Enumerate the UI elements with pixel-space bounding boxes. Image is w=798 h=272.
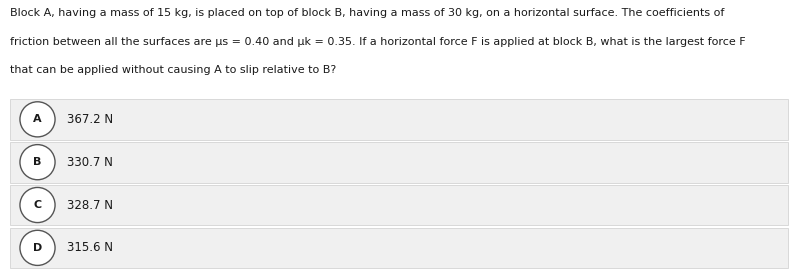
Text: D: D bbox=[33, 243, 42, 253]
Text: 330.7 N: 330.7 N bbox=[67, 156, 113, 169]
Text: B: B bbox=[34, 157, 41, 167]
Text: Block A, having a mass of 15 kg, is placed on top of block B, having a mass of 3: Block A, having a mass of 15 kg, is plac… bbox=[10, 8, 724, 18]
Text: 315.6 N: 315.6 N bbox=[67, 241, 113, 254]
Text: that can be applied without causing A to slip relative to B?: that can be applied without causing A to… bbox=[10, 65, 336, 75]
Text: friction between all the surfaces are μs = 0.40 and μk = 0.35. If a horizontal f: friction between all the surfaces are μs… bbox=[10, 37, 745, 47]
Text: 328.7 N: 328.7 N bbox=[67, 199, 113, 212]
Text: A: A bbox=[34, 114, 41, 124]
Text: 367.2 N: 367.2 N bbox=[67, 113, 113, 126]
Text: C: C bbox=[34, 200, 41, 210]
